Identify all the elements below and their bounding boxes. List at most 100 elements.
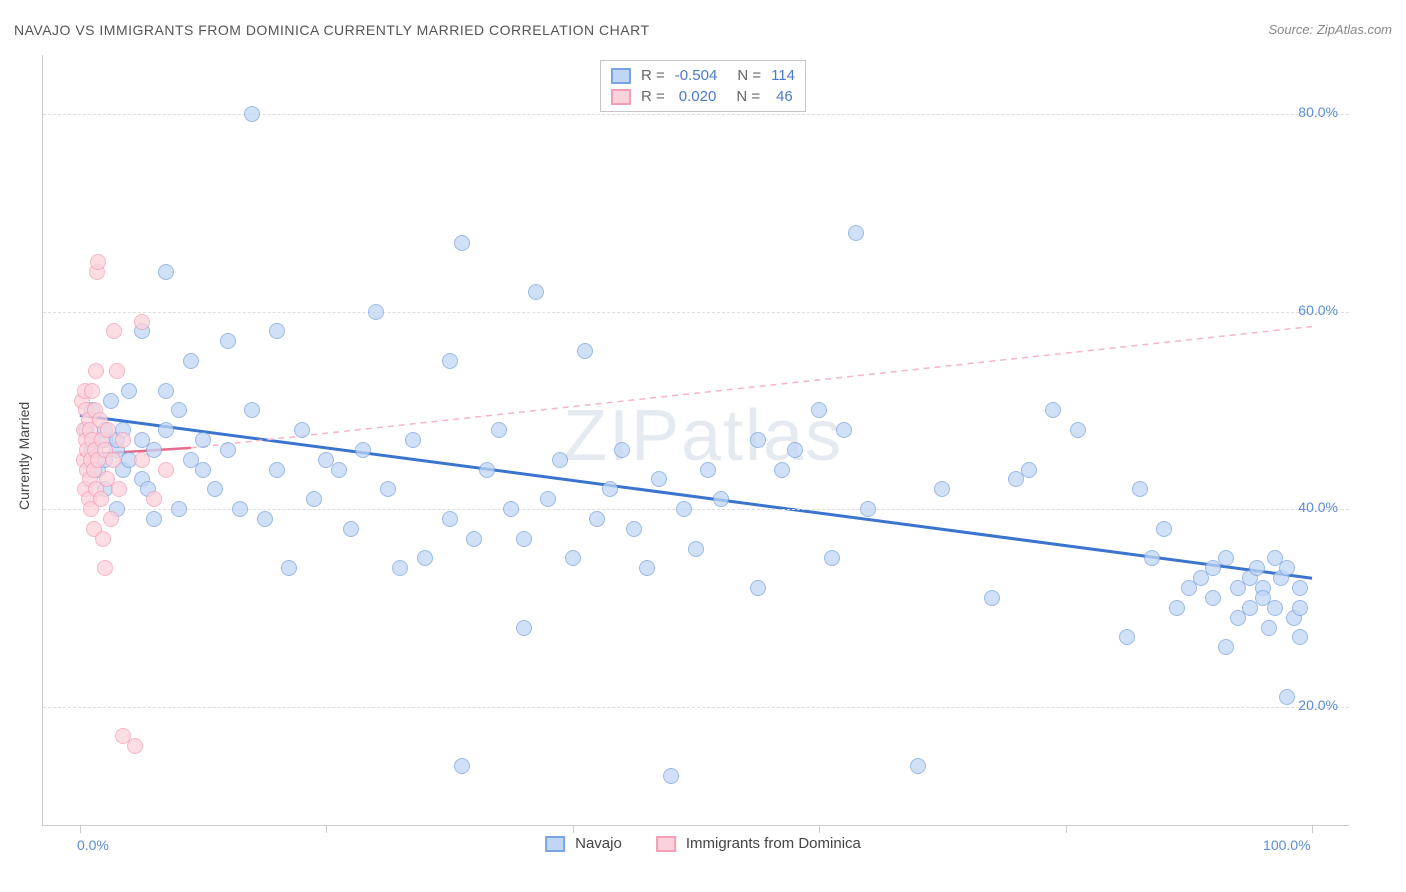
legend-bottom-swatch-0 (545, 836, 565, 852)
gridline (43, 114, 1349, 115)
scatter-point (442, 353, 458, 369)
scatter-point (111, 481, 127, 497)
scatter-point (1045, 402, 1061, 418)
x-tick (326, 825, 327, 833)
scatter-point (528, 284, 544, 300)
x-tick (1312, 825, 1313, 833)
legend-bottom-label-1: Immigrants from Dominica (686, 835, 861, 852)
scatter-point (860, 501, 876, 517)
scatter-point (1292, 629, 1308, 645)
scatter-point (392, 560, 408, 576)
scatter-point (103, 393, 119, 409)
scatter-point (417, 550, 433, 566)
scatter-point (750, 432, 766, 448)
scatter-point (663, 768, 679, 784)
scatter-point (158, 383, 174, 399)
scatter-point (1279, 689, 1295, 705)
scatter-point (491, 422, 507, 438)
x-tick (819, 825, 820, 833)
scatter-point (220, 333, 236, 349)
scatter-point (602, 481, 618, 497)
scatter-point (257, 511, 273, 527)
scatter-point (171, 501, 187, 517)
scatter-point (146, 511, 162, 527)
x-tick-label: 0.0% (77, 837, 109, 853)
scatter-point (171, 402, 187, 418)
scatter-point (774, 462, 790, 478)
legend-top-row-0: R = -0.504 N = 114 (611, 65, 795, 86)
scatter-point (269, 462, 285, 478)
scatter-point (158, 422, 174, 438)
scatter-point (1156, 521, 1172, 537)
scatter-point (639, 560, 655, 576)
scatter-point (516, 531, 532, 547)
legend-bottom-label-0: Navajo (575, 835, 622, 852)
scatter-point (1267, 600, 1283, 616)
y-tick-label: 40.0% (1298, 499, 1338, 515)
scatter-point (88, 363, 104, 379)
y-tick-label: 20.0% (1298, 697, 1338, 713)
gridline (43, 312, 1349, 313)
scatter-point (540, 491, 556, 507)
scatter-point (220, 442, 236, 458)
legend-top-box: R = -0.504 N = 114 R = 0.020 N = 46 (600, 60, 806, 112)
plot-area: ZIPatlas (42, 55, 1349, 826)
scatter-point (355, 442, 371, 458)
scatter-point (1279, 560, 1295, 576)
scatter-point (121, 383, 137, 399)
chart-title: NAVAJO VS IMMIGRANTS FROM DOMINICA CURRE… (14, 22, 650, 38)
chart-container: NAVAJO VS IMMIGRANTS FROM DOMINICA CURRE… (0, 0, 1406, 892)
legend-r-value-0: -0.504 (675, 67, 718, 84)
scatter-point (207, 481, 223, 497)
scatter-point (1021, 462, 1037, 478)
y-axis-title: Currently Married (16, 402, 32, 510)
scatter-point (676, 501, 692, 517)
y-tick-label: 60.0% (1298, 302, 1338, 318)
legend-r-label-0: R = (641, 67, 665, 84)
scatter-point (232, 501, 248, 517)
scatter-point (651, 471, 667, 487)
scatter-point (127, 738, 143, 754)
scatter-point (146, 491, 162, 507)
scatter-point (1261, 620, 1277, 636)
scatter-point (688, 541, 704, 557)
scatter-point (848, 225, 864, 241)
scatter-point (577, 343, 593, 359)
x-tick (573, 825, 574, 833)
legend-top-row-1: R = 0.020 N = 46 (611, 86, 795, 107)
scatter-point (626, 521, 642, 537)
legend-n-value-0: 114 (771, 67, 795, 84)
scatter-point (134, 452, 150, 468)
scatter-point (1132, 481, 1148, 497)
scatter-point (1169, 600, 1185, 616)
scatter-point (134, 314, 150, 330)
scatter-point (1070, 422, 1086, 438)
scatter-point (614, 442, 630, 458)
scatter-point (95, 531, 111, 547)
scatter-point (109, 363, 125, 379)
scatter-point (158, 264, 174, 280)
scatter-point (1144, 550, 1160, 566)
legend-r-value-1: 0.020 (679, 88, 717, 105)
scatter-point (836, 422, 852, 438)
y-tick-label: 80.0% (1298, 104, 1338, 120)
scatter-point (115, 432, 131, 448)
scatter-point (244, 402, 260, 418)
scatter-point (503, 501, 519, 517)
scatter-point (306, 491, 322, 507)
scatter-point (103, 511, 119, 527)
legend-n-label-1: N = (736, 88, 760, 105)
scatter-point (244, 106, 260, 122)
scatter-point (984, 590, 1000, 606)
scatter-point (343, 521, 359, 537)
scatter-point (516, 620, 532, 636)
scatter-point (331, 462, 347, 478)
scatter-point (454, 235, 470, 251)
scatter-point (105, 452, 121, 468)
legend-swatch-1 (611, 89, 631, 105)
scatter-point (442, 511, 458, 527)
legend-bottom-swatch-1 (656, 836, 676, 852)
scatter-point (84, 383, 100, 399)
scatter-point (1218, 550, 1234, 566)
scatter-point (466, 531, 482, 547)
